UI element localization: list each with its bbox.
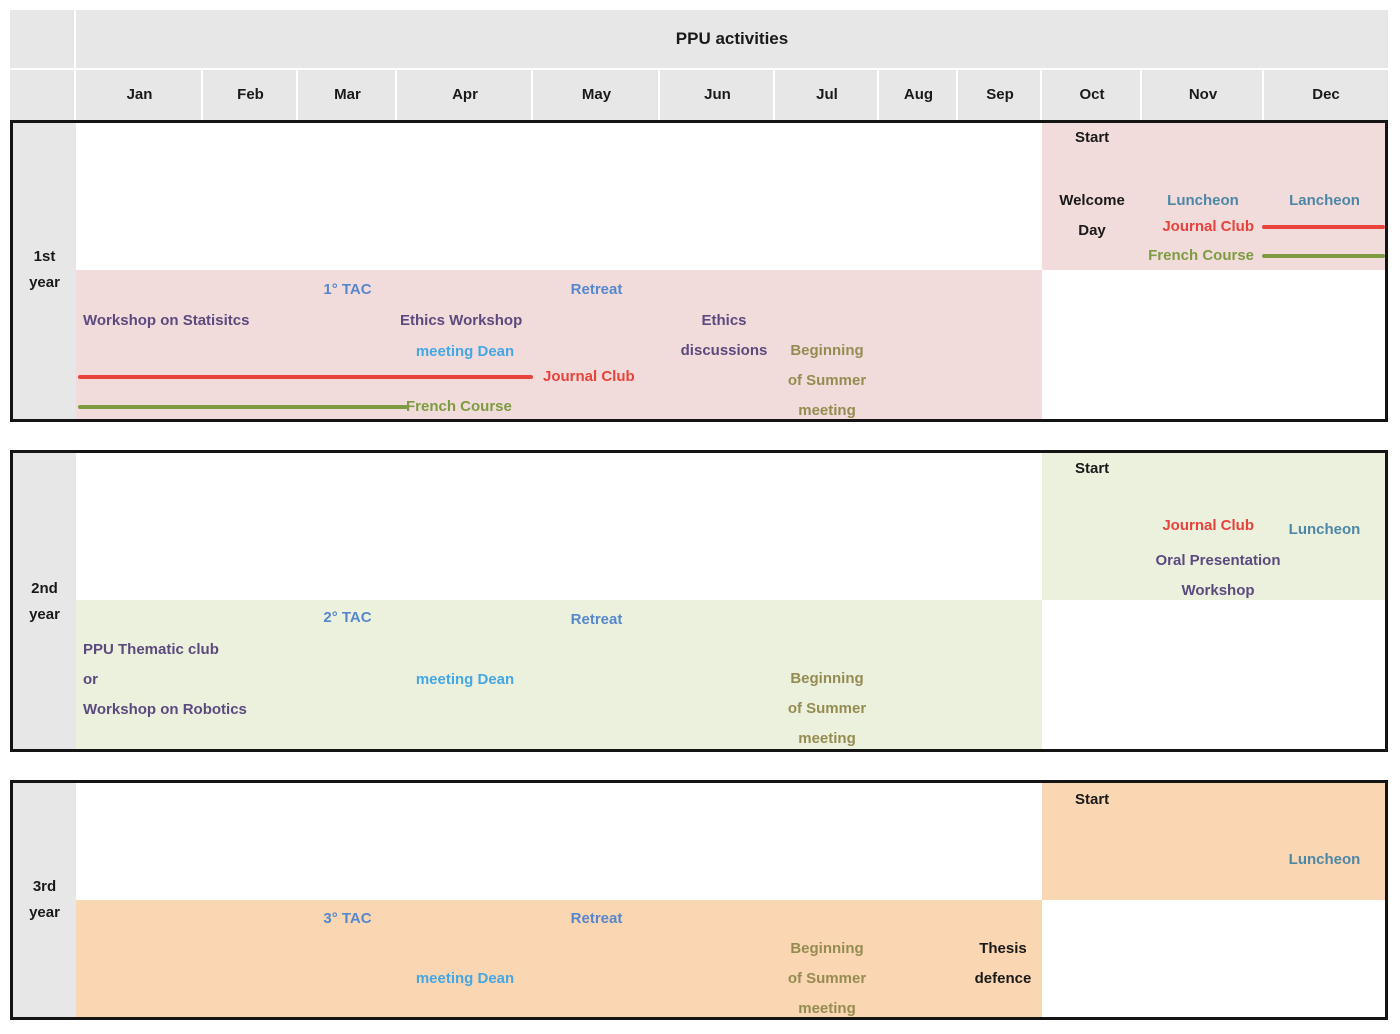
- year1-journal-club-label: Journal Club: [543, 368, 635, 385]
- year3-spring-band: [76, 900, 1042, 1017]
- year1-journal-club-top-label: Journal Club: [1162, 218, 1254, 235]
- month-may: May: [581, 86, 612, 103]
- month-divider: [956, 70, 958, 120]
- year1-tac-label: 1° TAC: [323, 281, 372, 298]
- month-divider: [658, 70, 660, 120]
- year1-luncheon-nov-label: Luncheon: [1167, 192, 1239, 209]
- year3-start-label: Start: [1075, 791, 1110, 808]
- year2-meeting-dean-label: meeting Dean: [415, 671, 515, 688]
- year3-autumn-region: [1042, 783, 1385, 900]
- year2-summer-meeting-label: Beginning of Summer meeting: [787, 670, 867, 747]
- year3-thesis-defence-label: Thesis defence: [974, 940, 1032, 987]
- year2-oral-presentation-label: Oral Presentation Workshop: [1155, 552, 1281, 599]
- month-jan: Jan: [126, 86, 153, 103]
- year3-label: 3rd year: [29, 878, 60, 921]
- year1-journal-club-line: [78, 375, 533, 379]
- year1-meeting-dean-label: meeting Dean: [415, 343, 515, 360]
- year2-luncheon-label: Luncheon: [1288, 521, 1361, 538]
- year3-luncheon-label: Luncheon: [1288, 851, 1361, 868]
- year1-french-course-top-label: French Course: [1148, 247, 1254, 264]
- month-jul: Jul: [816, 86, 838, 103]
- year1-spring-band: [76, 270, 1042, 419]
- year1-journal-club-top-line: [1262, 225, 1385, 229]
- month-divider: [1040, 70, 1042, 120]
- year2-label-column: [13, 453, 76, 749]
- month-divider: [1140, 70, 1142, 120]
- year1-welcome-day-label: Welcome Day: [1059, 192, 1125, 239]
- year3-meeting-dean-label: meeting Dean: [415, 970, 515, 987]
- year3-label-column: [13, 783, 76, 1017]
- year1-workshop-statistics-label: Workshop on Statisitcs: [83, 312, 250, 329]
- month-oct: Oct: [1079, 86, 1105, 103]
- year1-start-label: Start: [1075, 129, 1110, 146]
- year1-luncheon-dec-label: Lancheon: [1289, 192, 1360, 209]
- month-divider: [773, 70, 775, 120]
- year1-autumn-region: [1042, 123, 1385, 270]
- month-feb: Feb: [237, 86, 264, 103]
- month-divider: [296, 70, 298, 120]
- month-divider: [1262, 70, 1264, 120]
- year1-label-column: [13, 123, 76, 419]
- header-background: [10, 10, 1388, 120]
- year2-autumn-region: [1042, 453, 1385, 600]
- year1-ethics-workshop-label: Ethics Workshop: [400, 312, 523, 329]
- year3-tac-label: 3° TAC: [323, 910, 372, 927]
- month-aug: Aug: [903, 86, 934, 103]
- year1-retreat-label: Retreat: [570, 281, 623, 298]
- year2-tac-label: 2° TAC: [323, 609, 372, 626]
- month-divider: [201, 70, 203, 120]
- year1-summer-meeting-label: Beginning of Summer meeting: [787, 342, 867, 419]
- year3-summer-meeting-label: Beginning of Summer meeting: [787, 940, 867, 1017]
- year1-french-course-line: [78, 405, 408, 409]
- month-apr: Apr: [452, 86, 478, 103]
- header-row-divider: [10, 68, 1388, 70]
- year3-block: 3rd year Start Luncheon 3° TAC Retreat m…: [10, 780, 1388, 1020]
- year2-start-label: Start: [1075, 460, 1110, 477]
- year3-retreat-label: Retreat: [570, 910, 623, 927]
- year1-block: 1st year Start Welcome Day Luncheon Lanc…: [10, 120, 1388, 422]
- month-jun: Jun: [704, 86, 731, 103]
- year1-label: 1st year: [29, 248, 60, 291]
- page-title: PPU activities: [675, 29, 789, 48]
- year1-french-course-top-line: [1262, 254, 1385, 258]
- month-nov: Nov: [1188, 86, 1218, 103]
- month-divider: [395, 70, 397, 120]
- year2-block: 2nd year Start Journal Club Luncheon Ora…: [10, 450, 1388, 752]
- month-mar: Mar: [334, 86, 361, 103]
- year2-thematic-club-label: PPU Thematic club or Workshop on Robotic…: [83, 641, 247, 718]
- year-column-divider: [74, 10, 76, 120]
- year2-label: 2nd year: [29, 580, 60, 623]
- month-divider: [531, 70, 533, 120]
- year1-french-course-label: French Course: [406, 398, 512, 415]
- year2-retreat-label: Retreat: [570, 611, 623, 628]
- year2-journal-club-label: Journal Club: [1162, 517, 1254, 534]
- year1-ethics-discussions-label: Ethics discussions: [680, 312, 768, 359]
- month-sep: Sep: [986, 86, 1014, 103]
- month-divider: [877, 70, 879, 120]
- month-dec: Dec: [1312, 86, 1340, 103]
- year2-spring-band: [76, 600, 1042, 749]
